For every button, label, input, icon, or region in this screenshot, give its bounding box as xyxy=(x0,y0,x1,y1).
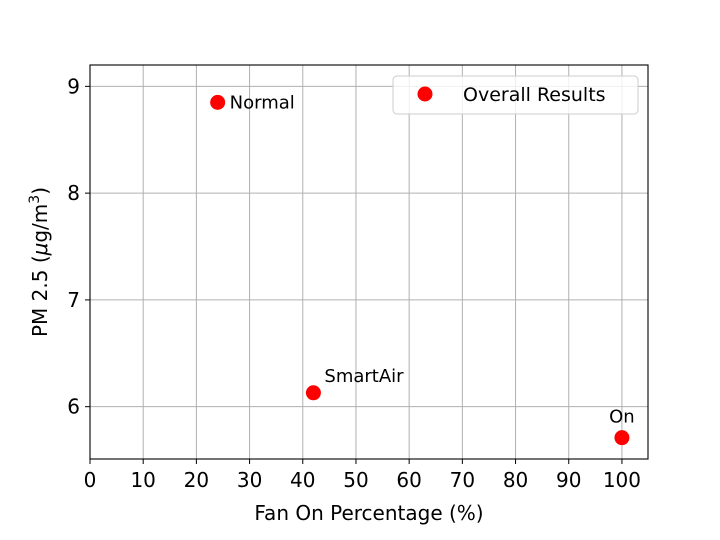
legend-marker-icon xyxy=(417,86,433,102)
point-label: SmartAir xyxy=(324,366,404,387)
x-tick-label: 80 xyxy=(503,468,528,492)
y-tick-label: 9 xyxy=(67,74,80,98)
legend-box xyxy=(392,75,639,115)
plot-frame xyxy=(89,64,649,460)
data-point xyxy=(210,94,226,110)
x-tick-label: 10 xyxy=(130,468,155,492)
x-tick-label: 30 xyxy=(237,468,262,492)
x-tick-label: 90 xyxy=(556,468,581,492)
y-axis-ticks: 6 7 8 9 xyxy=(67,74,90,419)
legend-label: Overall Results xyxy=(463,84,606,106)
legend: Overall Results xyxy=(392,75,639,115)
x-tick-label: 100 xyxy=(603,468,641,492)
x-tick-label: 70 xyxy=(450,468,475,492)
grid-lines xyxy=(89,65,648,459)
y-tick-label: 6 xyxy=(67,395,80,419)
x-tick-label: 40 xyxy=(290,468,315,492)
x-tick-label: 60 xyxy=(396,468,421,492)
x-tick-label: 50 xyxy=(343,468,368,492)
point-label: Normal xyxy=(230,92,295,113)
x-tick-label: 20 xyxy=(184,468,209,492)
data-point xyxy=(614,430,630,446)
data-point xyxy=(305,385,321,401)
y-tick-label: 7 xyxy=(67,288,80,312)
data-points: Normal SmartAir On xyxy=(210,92,635,446)
y-tick-label: 8 xyxy=(67,181,80,205)
x-axis-ticks: 0 10 20 30 40 50 60 70 80 90 100 xyxy=(84,459,641,492)
point-label: On xyxy=(609,407,635,428)
y-axis-label: PM 2.5 (μg/m3) xyxy=(27,187,52,337)
x-axis-label: Fan On Percentage (%) xyxy=(254,501,483,525)
x-tick-label: 0 xyxy=(84,468,97,492)
